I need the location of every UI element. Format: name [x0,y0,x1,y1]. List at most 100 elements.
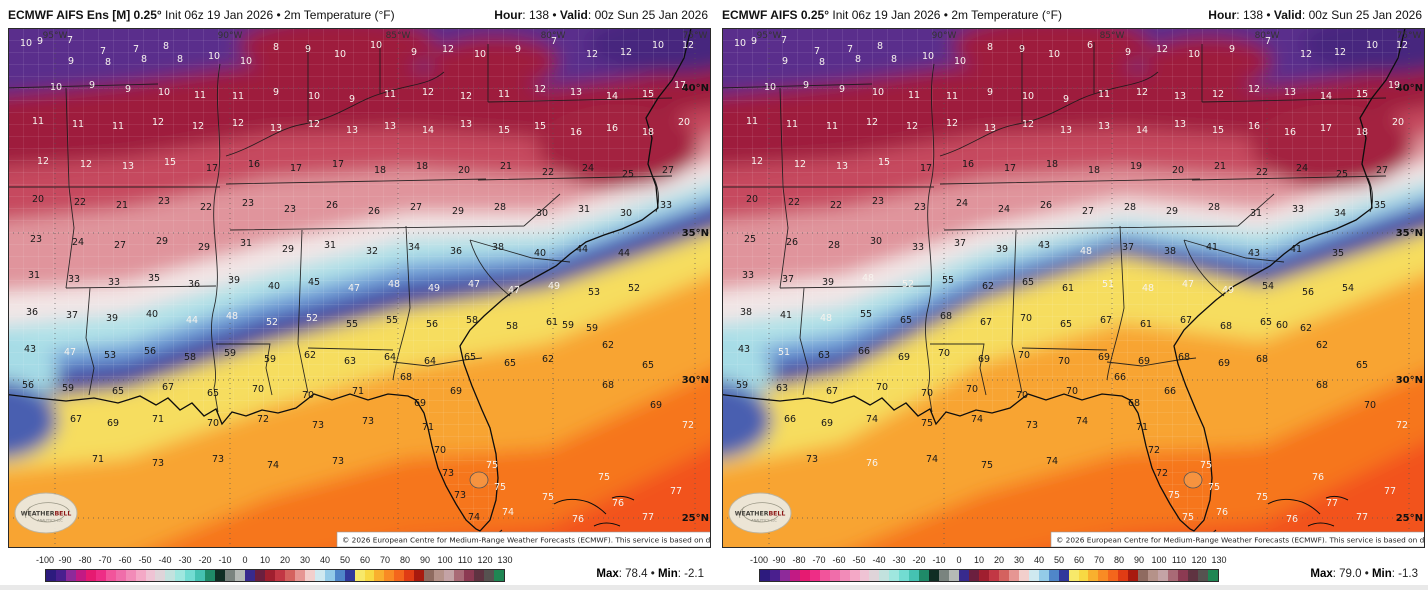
colorbar-segment [988,570,999,581]
max-value: 79.0 [1339,568,1362,580]
temp-value: 13 [346,125,358,136]
init-info: Init 06z 19 Jan 2026 • 2m Temperature (°… [829,8,1062,22]
temp-value: 7 [551,36,557,47]
temp-value: 15 [878,157,890,168]
temp-value: 10 [308,91,320,102]
temp-value: 27 [410,202,422,213]
colorbar-segment [414,570,425,581]
longitude-label: 80°W [541,31,566,41]
latitude-label: 30°N [1396,375,1423,386]
temp-value: 25 [1336,169,1348,180]
temp-value: 12 [1334,47,1346,58]
map-titlebar: ECMWF AIFS 0.25° Init 06z 19 Jan 2026 • … [722,5,1422,25]
temp-value: 65 [1022,277,1034,288]
temp-value: 12 [422,87,434,98]
temp-value: 27 [1376,165,1388,176]
temp-value: 63 [776,383,788,394]
colorbar-segment [909,570,920,581]
temp-value: 11 [946,91,958,102]
temp-value: 35 [148,273,160,284]
temp-value: 10 [208,51,220,62]
longitude-label: 90°W [218,31,243,41]
colorbar-segment [155,570,166,581]
temp-value: 48 [388,279,400,290]
temp-value: 31 [324,240,336,251]
colorbar-segment [225,570,236,581]
colorbar-segment [1038,570,1049,581]
colorbar-segment [919,570,930,581]
map-frame [8,28,711,548]
temp-value: 69 [1098,352,1110,363]
temp-value: 24 [72,237,84,248]
temp-value: 8 [163,41,169,52]
temp-value: 20 [1392,117,1404,128]
colorbar-segment [1148,570,1159,581]
temp-value: 68 [1220,321,1232,332]
lake-okeechobee [1183,471,1203,489]
colorbar-segment [235,570,246,581]
temp-value: 72 [1156,468,1168,479]
forecast-panel-deterministic: ECMWF AIFS 0.25° Init 06z 19 Jan 2026 • … [714,0,1428,590]
temp-value: 58 [184,352,196,363]
colorbar-segment [889,570,900,581]
temp-value: 63 [818,350,830,361]
temp-value: 17 [674,80,686,91]
init-info: Init 06z 19 Jan 2026 • 2m Temperature (°… [161,8,395,22]
valid-time: Hour: 138 • Valid: 00z Sun 25 Jan 2026 [494,5,708,25]
colorbar-tick: -50 [138,555,152,565]
temp-value: 24 [1296,163,1308,174]
copyright-strip: © 2026 European Centre for Medium-Range … [336,531,711,548]
colorbar-tick: 70 [379,555,390,565]
temp-value: 35 [1332,248,1344,259]
temp-value: 11 [1098,89,1110,100]
temp-value: 68 [1128,398,1140,409]
separator: • [1361,568,1372,580]
colorbar-segment [175,570,186,581]
temp-value: 59 [224,348,236,359]
logo-text: WEATHERBELL [21,511,72,518]
temp-value: 11 [746,116,758,127]
temp-value: 52 [902,279,914,290]
colorbar-segment [274,570,285,581]
temp-value: 74 [926,454,938,465]
temp-value: 30 [870,236,882,247]
temp-value: 18 [1356,127,1368,138]
temp-value: 39 [996,244,1008,255]
temp-value: 77 [1356,512,1368,523]
temp-value: 22 [788,197,800,208]
colorbar-tick: -60 [832,555,846,565]
map-frame [722,28,1425,548]
temp-value: 77 [1326,498,1338,509]
colorbar-segment [394,570,405,581]
temp-value: 13 [836,161,848,172]
temp-value: 13 [122,161,134,172]
temp-value: 8 [177,54,183,65]
colorbar-segment [454,570,465,581]
min-value: -2.1 [684,568,704,580]
temp-value: 28 [494,202,506,213]
temp-value: 65 [1260,317,1272,328]
colorbar-tick: 40 [1033,555,1044,565]
temp-value: 35 [1374,200,1386,211]
hour-value: 138 [528,8,549,22]
colorbar-segment [969,570,979,581]
temp-value: 8 [819,57,825,68]
temp-value: 66 [784,414,796,425]
state-borders [8,42,673,413]
temp-value: 12 [192,121,204,132]
colorbar-segment [55,570,66,581]
valid-label: Valid [559,8,588,22]
state-borders [722,42,1387,413]
colorbar-tick: 60 [359,555,370,565]
temp-value: 41 [1206,242,1218,253]
temp-value: 12 [682,40,694,51]
page-bottom-strip [0,585,1428,590]
temp-value: 11 [908,90,920,101]
colorbar-segment [829,570,840,581]
temp-value: 69 [898,352,910,363]
colorbar-segment [809,570,820,581]
colorbar-segment [65,570,76,581]
colorbar-segment [125,570,136,581]
temp-value: 6 [1087,40,1093,51]
